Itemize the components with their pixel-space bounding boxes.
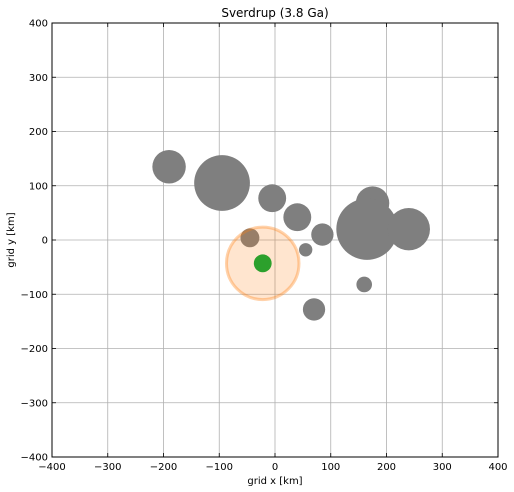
x-tick-label: −100 [206,462,233,473]
y-tick-label: 400 [29,19,48,30]
x-tick-label: −400 [38,462,65,473]
y-tick-label: −400 [21,453,48,464]
crater-point [311,223,334,246]
crater-point [240,228,260,248]
x-tick-label: −300 [94,462,121,473]
crater-point [356,276,373,293]
y-axis-label: grid y [km] [6,212,17,267]
y-tick-label: 0 [42,236,48,247]
y-tick-label: 300 [29,73,48,84]
x-tick-label: 200 [377,462,396,473]
crater-point [258,184,287,213]
y-tick-label: −200 [21,344,48,355]
crater-point [152,150,186,184]
crater-point [298,243,313,257]
crater-point [336,198,398,260]
y-tick-label: −300 [21,398,48,409]
y-tick-label: −100 [21,290,48,301]
y-tick-label: 100 [29,181,48,192]
crater-point [283,203,312,232]
crater-point [194,155,250,211]
y-tick-label: 200 [29,127,48,138]
chart-title: Sverdrup (3.8 Ga) [221,6,328,20]
crater-point [387,207,430,251]
x-tick-label: 300 [433,462,452,473]
ticks: −400 −300 −200 −100 0 100 200 300 400 400 300 200 10… [21,19,508,474]
center-point [253,254,272,273]
x-tick-label: 0 [272,462,278,473]
x-tick-label: −200 [150,462,177,473]
crater-point [302,298,326,321]
x-tick-label: 400 [488,462,507,473]
x-axis-label: grid x [km] [247,476,302,487]
x-tick-label: 100 [321,462,340,473]
data-points [152,150,430,321]
